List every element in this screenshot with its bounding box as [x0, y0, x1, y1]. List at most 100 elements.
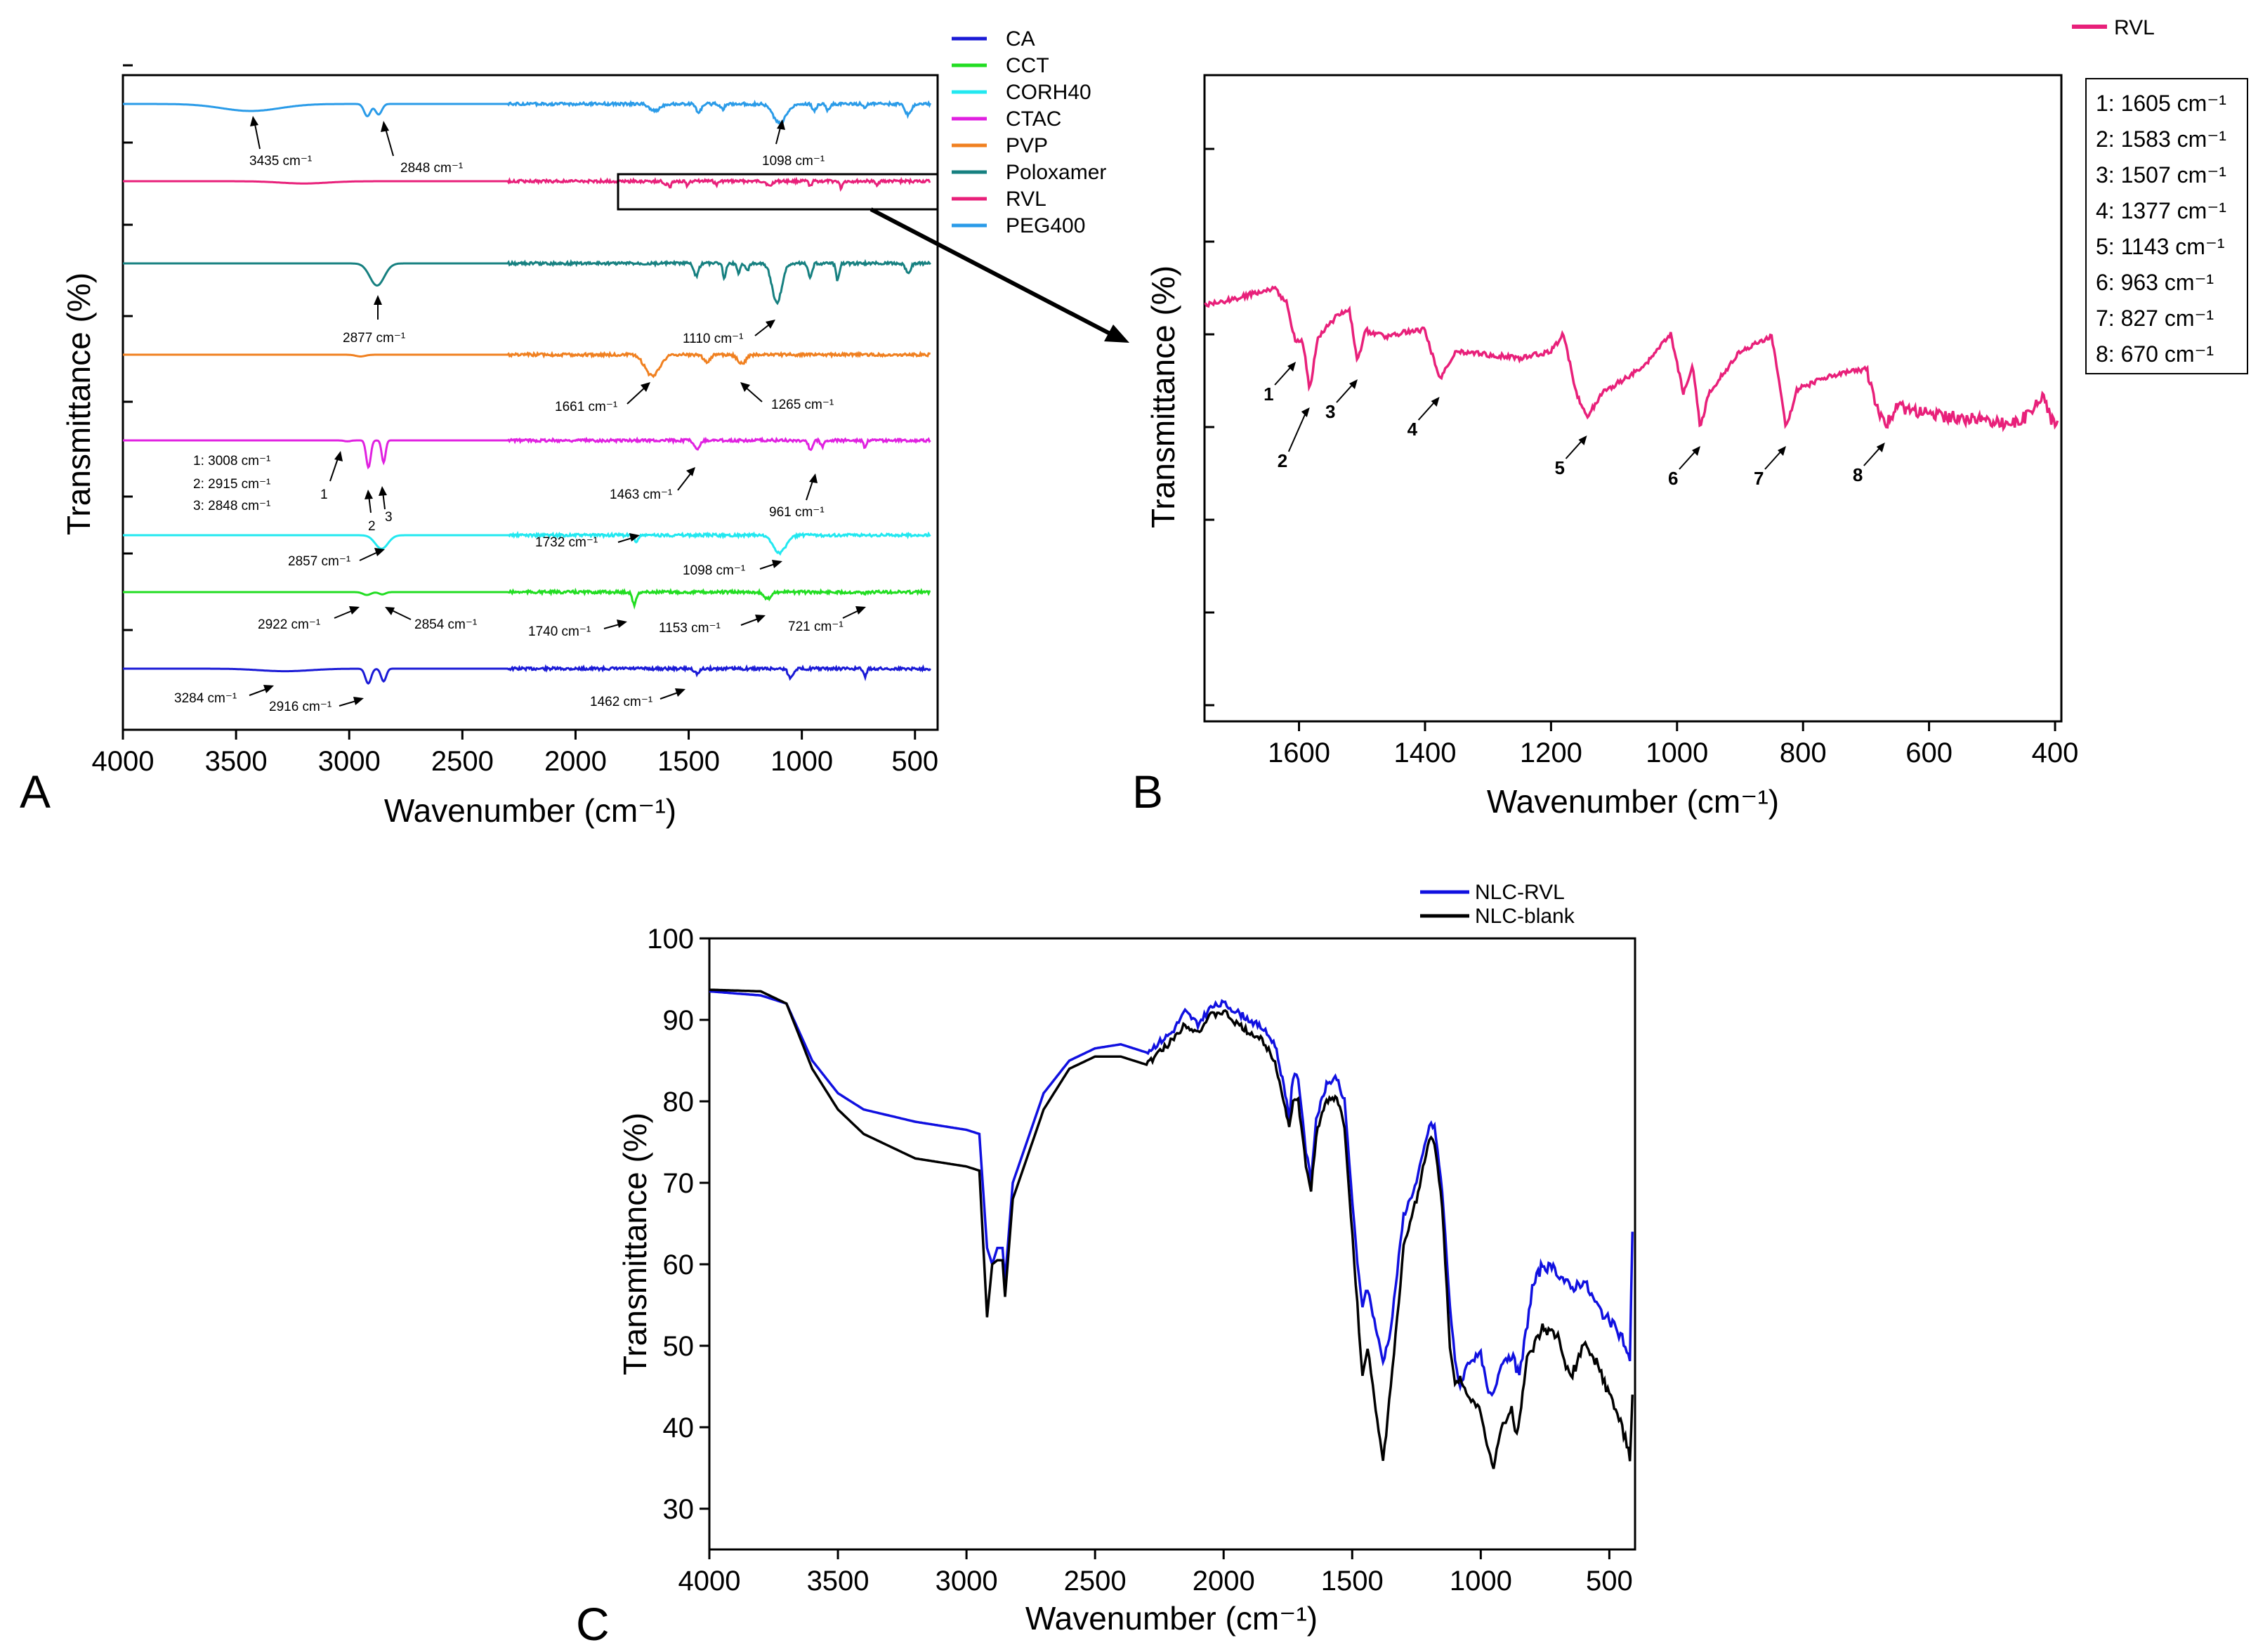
panel-b-peak-label: 2 — [1278, 450, 1287, 471]
panel-b-peak-label: 7 — [1754, 468, 1764, 489]
ann-polox-1110: 1110 cm⁻¹ — [683, 332, 743, 346]
panel-b-x-tick-label: 1200 — [1520, 738, 1582, 768]
ann-cct-1153: 1153 cm⁻¹ — [659, 621, 721, 636]
panel-c-frame — [708, 937, 1636, 1551]
ann-corh-1732: 1732 cm⁻¹ — [535, 535, 598, 550]
panel-a-x-tick-label: 3500 — [205, 746, 268, 777]
ann-ca-3284: 3284 cm⁻¹ — [174, 691, 237, 706]
ann-ctac-961: 961 cm⁻¹ — [769, 505, 825, 520]
panel-c-y-tick-label: 70 — [663, 1168, 695, 1199]
panel-b-peak-list — [2085, 78, 2248, 374]
panel-a-series-rvl — [123, 176, 931, 192]
panel-b-peak-list-item: 3: 1507 cm⁻¹ — [2096, 162, 2226, 188]
ann-peg-3435: 3435 cm⁻¹ — [249, 154, 312, 169]
panel-b-peak-arrowhead — [1301, 407, 1310, 417]
panel-b-x-tick-label: 800 — [1780, 738, 1827, 768]
panel-b-peak-list-item: 1: 1605 cm⁻¹ — [2096, 91, 2226, 116]
panel-a-series-corh40 — [123, 530, 931, 556]
zoom-region-box — [617, 173, 939, 211]
panel-a-series-ca — [123, 664, 931, 685]
panel-b-x-tick-label: 1400 — [1393, 738, 1456, 768]
ann-peg-1098: 1098 cm⁻¹ — [762, 154, 825, 169]
panel-b-peak-arrowhead — [1348, 379, 1358, 389]
panel-a-x-tick-label: 3000 — [318, 746, 381, 777]
ann-ctac-n1: 1 — [320, 487, 328, 502]
panel-c-series-nlc-rvl — [709, 990, 1634, 1397]
panel-b-peak-label: 3 — [1325, 401, 1335, 422]
panel-a: 4000 3500 3000 2500 2000 1500 1000 500 Wavenumb… — [20, 27, 1129, 829]
panel-b-peak-label: 4 — [1407, 419, 1418, 440]
panel-a-series-poloxamer — [123, 258, 931, 306]
panel-a-x-tick-label: 1500 — [657, 746, 720, 777]
panel-b-peak-arrow — [1287, 409, 1308, 452]
ann-ctac-1463: 1463 cm⁻¹ — [610, 487, 672, 502]
panel-b-peak-arrowhead — [1287, 362, 1297, 372]
panel-c-y-tick-label: 90 — [663, 1005, 695, 1036]
panel-a-series-peg400 — [123, 99, 932, 126]
panel-c-x-tick-label: 3000 — [936, 1566, 998, 1597]
panel-a-legend-label: PEG400 — [1006, 214, 1085, 237]
panel-b-x-tick-label: 600 — [1905, 738, 1953, 768]
panel-c-y-tick-label: 30 — [663, 1494, 695, 1525]
panel-a-x-tick-label: 1000 — [770, 746, 833, 777]
panel-a-series-ctac — [123, 436, 931, 470]
panel-c-x-axis-title: Wavenumber (cm⁻¹) — [1025, 1600, 1318, 1637]
panel-c-x-tick-label: 3500 — [807, 1566, 869, 1597]
panel-b: 1600 1400 1200 1000 800 600 400 1 2 3 4 5 6 7 8 Waven… — [1132, 16, 2248, 820]
panel-a-x-ticks: 4000 3500 3000 2500 2000 1500 1000 500 — [92, 730, 938, 777]
panel-a-series — [123, 99, 932, 685]
panel-a-legend-label: CCT — [1006, 54, 1049, 77]
panel-b-peak-arrowhead — [1431, 397, 1440, 407]
ann-cct-2922: 2922 cm⁻¹ — [258, 617, 320, 632]
panel-c-x-tick-label: 2500 — [1064, 1566, 1127, 1597]
panel-b-y-ticks — [1205, 148, 1214, 707]
ann-ctac-n3: 3 — [385, 510, 393, 525]
panel-a-y-axis-title: Transmittance (%) — [60, 273, 97, 535]
panel-b-peak-arrowhead — [1691, 446, 1700, 456]
ann-pvp-1265: 1265 cm⁻¹ — [771, 398, 834, 412]
panel-b-label: B — [1132, 766, 1163, 818]
panel-c-series — [709, 988, 1634, 1469]
panel-b-peak-arrowhead — [1876, 442, 1885, 452]
ann-ca-1462: 1462 cm⁻¹ — [590, 695, 652, 709]
panel-c-x-ticks: 4000 3500 3000 2500 2000 1500 1000 500 — [678, 1549, 1633, 1597]
panel-c: 4000 3500 3000 2500 2000 1500 1000 500 30 40 50 60… — [576, 881, 1636, 1650]
panel-b-legend-label: RVL — [2114, 16, 2155, 39]
panel-b-peak-label: 1 — [1264, 383, 1273, 405]
panel-a-series-cct — [123, 587, 931, 610]
panel-c-legend-label: NLC-RVL — [1475, 881, 1565, 904]
panel-a-series-pvp — [123, 350, 931, 379]
panel-b-x-axis-title: Wavenumber (cm⁻¹) — [1487, 783, 1779, 820]
ann-ctac-1: 1: 3008 cm⁻¹ — [193, 454, 270, 468]
panel-c-label: C — [576, 1598, 610, 1650]
ann-cct-721: 721 cm⁻¹ — [788, 620, 844, 634]
panel-a-annotations: 3435 cm⁻¹ 2848 cm⁻¹ 1098 cm⁻¹ 2877 cm⁻¹ … — [174, 116, 866, 714]
panel-c-x-tick-label: 500 — [1586, 1566, 1633, 1597]
panel-b-peak-list-item: 8: 670 cm⁻¹ — [2096, 341, 2214, 367]
ann-ctac-3: 3: 2848 cm⁻¹ — [193, 499, 270, 513]
ann-ctac-n2: 2 — [368, 519, 376, 534]
panel-c-y-tick-label: 40 — [663, 1412, 695, 1443]
panel-b-x-ticks: 1600 1400 1200 1000 800 600 400 — [1268, 721, 2078, 768]
panel-b-x-tick-label: 1000 — [1646, 738, 1708, 768]
ann-pvp-1661: 1661 cm⁻¹ — [555, 400, 617, 414]
panel-c-y-axis-title: Transmittance (%) — [617, 1113, 653, 1375]
panel-a-legend-label: CA — [1006, 27, 1035, 51]
ann-ca-2916: 2916 cm⁻¹ — [269, 700, 332, 714]
ann-peg-2848: 2848 cm⁻¹ — [400, 161, 463, 176]
panel-b-series-rvl — [1204, 285, 2059, 433]
ann-ctac-2: 2: 2915 cm⁻¹ — [193, 477, 270, 492]
panel-c-x-tick-label: 4000 — [678, 1566, 741, 1597]
ann-cct-1740: 1740 cm⁻¹ — [528, 624, 591, 639]
panel-b-peak-list-item: 6: 963 cm⁻¹ — [2096, 270, 2214, 295]
panel-b-peak-list-item: 4: 1377 cm⁻¹ — [2096, 198, 2226, 223]
panel-c-y-ticks: 30 40 50 60 70 80 90 100 — [647, 924, 709, 1525]
panel-b-peak-label: 6 — [1668, 468, 1678, 489]
panel-a-legend-label: CORH40 — [1006, 81, 1091, 104]
panel-b-x-tick-label: 1600 — [1268, 738, 1330, 768]
panel-b-series — [1204, 285, 2059, 433]
panel-a-x-tick-label: 2000 — [544, 746, 607, 777]
panel-b-peak-list-items: 1: 1605 cm⁻¹ 2: 1583 cm⁻¹ 3: 1507 cm⁻¹ 4: 1… — [2096, 91, 2226, 367]
panel-a-legend-label: PVP — [1006, 134, 1048, 157]
